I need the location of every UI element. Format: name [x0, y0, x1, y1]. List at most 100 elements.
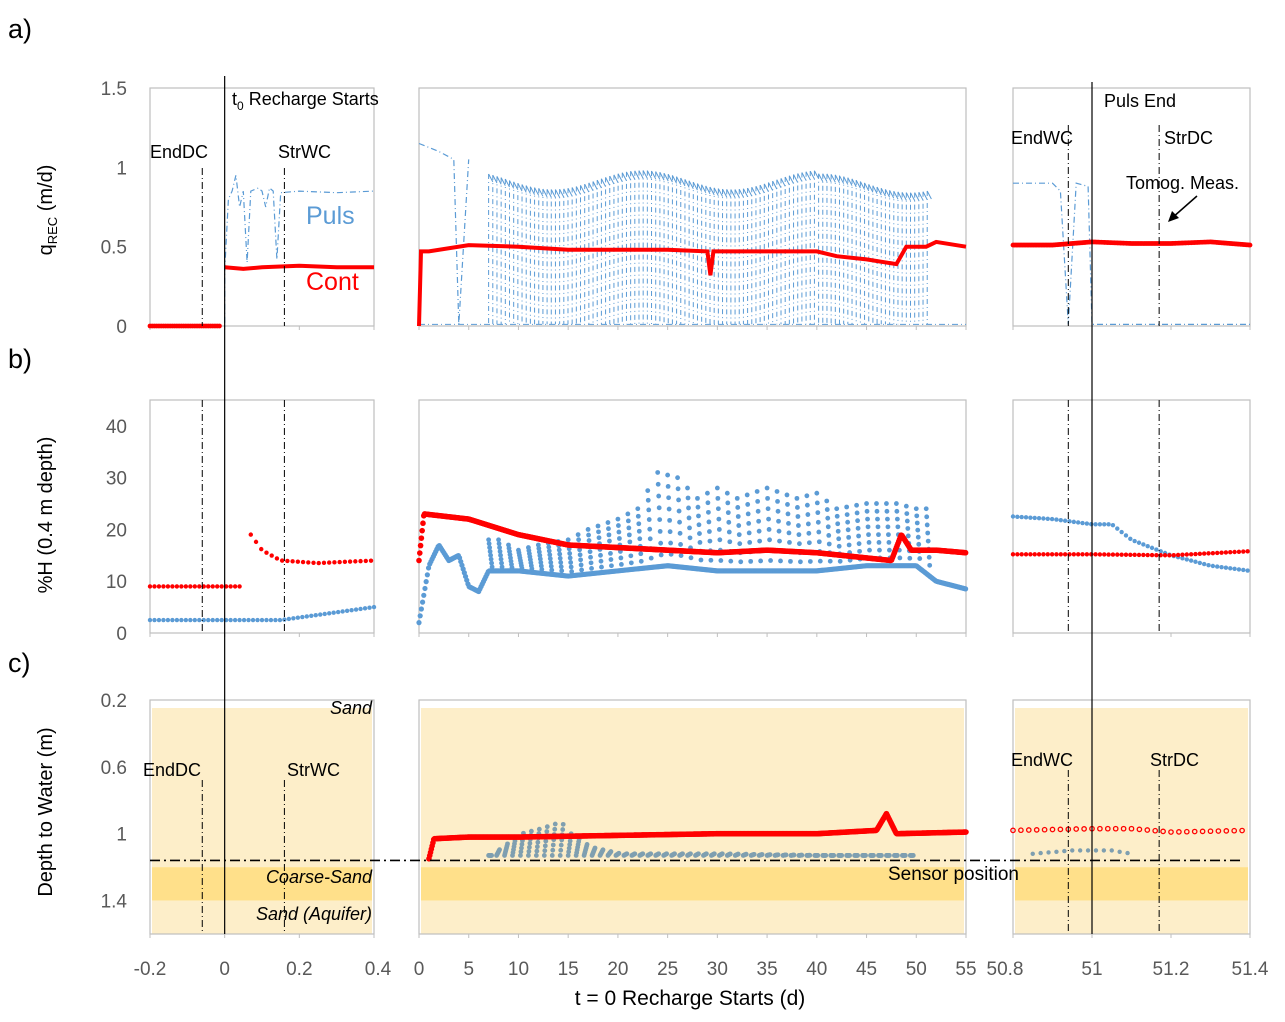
puls-pulse-top-a-16	[550, 189, 556, 198]
x-tick-2-3: 51.4	[1232, 959, 1269, 980]
puls-peak-b-358	[926, 554, 932, 560]
puls-dot-b-3-48	[1219, 564, 1224, 570]
puls-peak-b-301	[856, 541, 862, 547]
t0-annotation: t0 Recharge Starts	[232, 89, 379, 113]
puls-dot-c-2-132	[632, 851, 638, 857]
puls-peak-b-344	[913, 506, 919, 512]
puls-peak-b-62	[558, 564, 564, 570]
cont-dot-b-1b-2	[259, 546, 264, 552]
puls-peak-b-242	[785, 511, 791, 517]
puls-peak-b-170	[696, 513, 701, 519]
puls-peak-b-69	[568, 560, 574, 565]
puls-peak-b-61	[558, 560, 564, 565]
cont-dot-b-3-29	[1136, 552, 1142, 558]
puls-dot-c-2-342	[871, 853, 876, 858]
puls-peak-b-213	[747, 539, 753, 545]
puls-pulse-top-a-102	[910, 192, 916, 201]
puls-peak-b-45	[538, 560, 544, 565]
puls-dot-b-2-0	[416, 620, 422, 626]
cont-dot-b-1b-4	[269, 553, 274, 558]
puls-peak-b-302	[857, 548, 862, 554]
puls-peak-b-128	[645, 488, 651, 494]
puls-peak-b-105	[616, 523, 621, 528]
puls-dot-b-3-17	[1084, 521, 1090, 526]
cont-dot-b-1b-10	[300, 559, 306, 565]
puls-peak-b-157	[677, 530, 683, 536]
puls-dot-b-1-44	[344, 608, 350, 614]
puls-dot-b-1-47	[358, 606, 363, 612]
puls-peak-b-96	[605, 520, 611, 525]
puls-peak-b-348	[915, 534, 921, 540]
puls-dot-b-3-20	[1097, 522, 1103, 527]
puls-pulse-top-a-94	[876, 186, 882, 196]
tomog-label: Tomog. Meas.	[1126, 173, 1239, 193]
puls-peak-b-338	[904, 518, 910, 524]
cont-dot-b-3-25	[1119, 552, 1124, 557]
puls-peak-b-86	[588, 560, 594, 566]
cont-dot-b-1b-23	[368, 558, 374, 563]
puls-pulse-top-a-67	[763, 183, 769, 193]
puls-peak-b-130	[646, 507, 652, 513]
puls-dot-b-3-46	[1210, 563, 1216, 569]
puls-dot-b-1-24	[255, 617, 260, 623]
puls-peak-b-87	[589, 566, 594, 571]
puls-peak-b-221	[757, 538, 763, 544]
puls-pulse-top-a-42	[659, 172, 665, 181]
puls-peak-b-195	[726, 519, 732, 525]
puls-peak-b-347	[915, 527, 921, 533]
puls-peak-b-275	[825, 524, 831, 530]
sensor-position-label: Sensor position	[888, 864, 1019, 885]
puls-dot-c-2-356	[887, 853, 892, 858]
layer-band-1-1	[421, 867, 964, 901]
puls-dot-c-2-44	[534, 844, 540, 850]
puls-dot-b-2-2	[418, 606, 424, 612]
puls-peak-b-340	[905, 533, 911, 539]
puls-dot-b-3-40	[1184, 557, 1190, 562]
puls-peak-b-85	[588, 554, 593, 560]
puls-peak-b-224	[764, 485, 770, 491]
puls-dot-c-3-8	[1093, 848, 1099, 853]
cont-dot-b-3-15	[1075, 552, 1081, 557]
puls-peak-b-247	[788, 558, 793, 564]
puls-dot-b-1-5	[170, 617, 175, 623]
puls-pulse-top-a-43	[663, 172, 669, 182]
puls-pulse-top-a-78	[809, 170, 815, 180]
puls-peak-b-231	[768, 558, 773, 563]
puls-dot-c-2-258	[775, 852, 781, 858]
tomog-arrow	[1168, 195, 1198, 222]
cont-dot-b-1a-19	[232, 584, 238, 589]
cont-dot-b-1a-1	[152, 584, 157, 589]
puls-peak-b-173	[697, 539, 703, 545]
puls-peak-b-276	[826, 532, 832, 538]
cont-dot-b-1a-5	[170, 584, 175, 589]
puls-dot-b-1-11	[197, 617, 202, 623]
puls-dot-c-2-286	[807, 852, 813, 858]
puls-pulse-top-a-97	[889, 190, 895, 199]
cont-dot-c-2-675	[963, 829, 969, 835]
puls-dot-b-1-1	[152, 617, 157, 623]
puls-peak-b-253	[797, 541, 802, 547]
puls-pulse-top-a-86	[843, 176, 849, 185]
puls-peak-b-88	[595, 523, 601, 529]
puls-pulse-top-a-7	[513, 181, 519, 190]
puls-dot-b-1-26	[264, 617, 269, 623]
puls-peak-b-138	[656, 493, 662, 499]
puls-peak-b-219	[756, 518, 762, 524]
puls-peak-b-243	[786, 521, 791, 526]
puls-dot-c-2-70	[565, 853, 571, 858]
puls-peak-b-235	[776, 518, 781, 524]
puls-dot-b-3-53	[1241, 567, 1246, 573]
puls-dot-c-2-71	[566, 849, 572, 855]
puls-peak-b-110	[618, 555, 624, 561]
puls-pulse-top-a-23	[580, 185, 586, 194]
puls-dot-b-2-4	[421, 592, 427, 598]
puls-pulse-top-a-98	[893, 190, 899, 200]
puls-peak-b-5	[488, 556, 494, 562]
puls-peak-b-139	[656, 505, 662, 511]
puls-dot-b-3-43	[1197, 560, 1203, 566]
puls-pulse-top-a-96	[884, 189, 891, 198]
cont-dot-c-3-20	[1168, 829, 1174, 835]
cont-dot-c-3-18	[1152, 827, 1159, 834]
puls-dot-b-1-19	[232, 617, 238, 623]
cont-dot-b-3-45	[1206, 551, 1211, 556]
